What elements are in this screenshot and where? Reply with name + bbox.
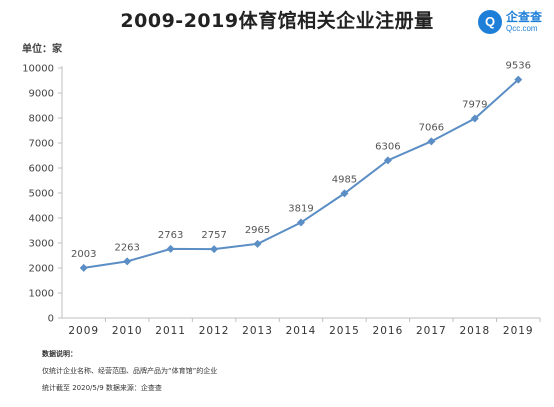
data-label: 7979 <box>462 100 487 111</box>
unit-label: 单位：家 <box>22 44 62 55</box>
y-tick-label: 9000 <box>29 89 54 100</box>
data-notes: 数据说明： 仅统计企业名称、经营范围、品牌产品为“体育馆”的企业 统计截至 20… <box>42 346 217 397</box>
y-tick-label: 1000 <box>29 289 54 300</box>
data-label: 2003 <box>71 249 96 260</box>
brand-domain: Qcc.com <box>506 24 538 33</box>
x-tick-label: 2012 <box>199 325 230 337</box>
series-line <box>83 78 519 269</box>
data-point <box>210 245 219 254</box>
y-tick-label: 2000 <box>29 264 54 275</box>
y-tick-label: 10000 <box>22 64 54 75</box>
data-point <box>123 257 132 266</box>
data-label: 3819 <box>288 204 313 215</box>
notes-line-2: 统计截至 2020/5/9 数据来源：企查查 <box>42 384 162 392</box>
data-point <box>166 244 175 253</box>
y-tick-label: 0 <box>48 314 54 325</box>
x-tick-label: 2017 <box>416 325 447 337</box>
data-point <box>79 263 88 272</box>
notes-heading: 数据说明： <box>42 350 77 358</box>
data-label: 2965 <box>245 225 270 236</box>
data-point <box>514 75 523 84</box>
notes-line-1: 仅统计企业名称、经营范围、品牌产品为“体育馆”的企业 <box>42 367 218 375</box>
x-tick-label: 2016 <box>373 325 404 337</box>
y-tick-label: 7000 <box>29 139 54 150</box>
data-label: 6306 <box>375 141 400 152</box>
x-tick-label: 2018 <box>459 325 490 337</box>
x-tick-label: 2014 <box>286 325 317 337</box>
data-point <box>470 114 479 123</box>
y-tick-label: 8000 <box>29 114 54 125</box>
data-label: 4985 <box>332 174 357 185</box>
x-tick-label: 2019 <box>503 325 534 337</box>
x-tick-label: 2009 <box>68 325 99 337</box>
brand-name: 企查查 <box>506 10 543 24</box>
data-point <box>297 218 305 227</box>
data-label: 7066 <box>419 122 444 133</box>
data-label: 2263 <box>114 242 139 253</box>
data-point <box>383 156 392 165</box>
data-label: 9536 <box>506 61 531 72</box>
x-tick-label: 2010 <box>112 325 143 337</box>
y-tick-label: 3000 <box>29 239 54 250</box>
chart-title: 2009-2019体育馆相关企业注册量 <box>120 10 434 32</box>
data-point <box>253 239 262 248</box>
data-label: 2763 <box>158 230 183 241</box>
data-point <box>427 137 436 146</box>
data-point <box>340 189 349 198</box>
y-tick-label: 5000 <box>29 189 54 200</box>
brand-logo: Q 企查查 Qcc.com <box>478 8 550 38</box>
x-tick-label: 2011 <box>155 325 186 337</box>
x-tick-label: 2015 <box>329 325 360 337</box>
y-tick-label: 6000 <box>29 164 54 175</box>
y-tick-label: 4000 <box>29 214 54 225</box>
brand-logo-icon: Q <box>478 10 502 34</box>
data-label: 2757 <box>201 230 226 241</box>
x-tick-label: 2013 <box>242 325 273 337</box>
